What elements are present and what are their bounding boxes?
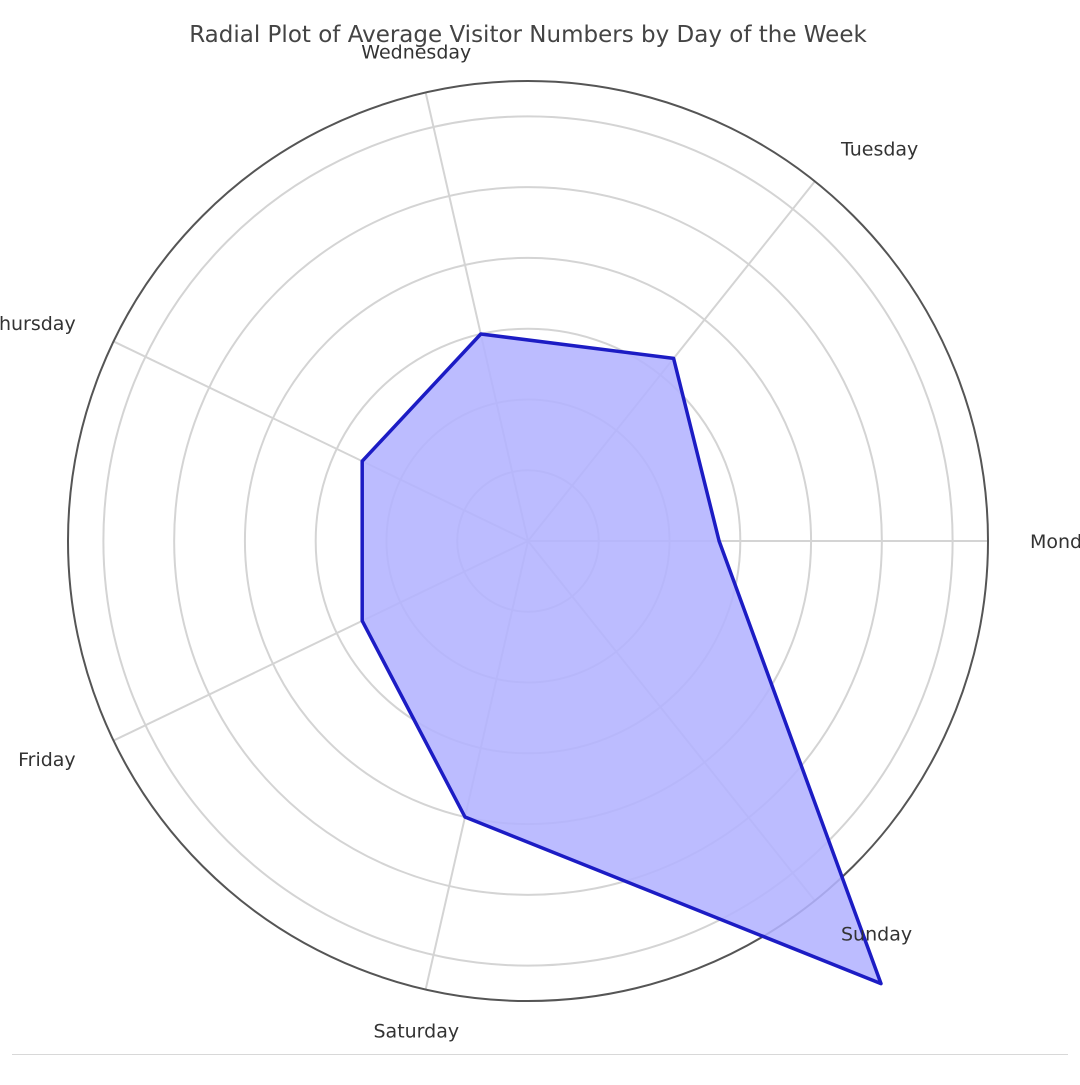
category-labels: Monday Tuesday Wednesday Thursday Friday Satu… (0, 42, 1080, 1043)
outer-ring (67, 80, 989, 1002)
category-label-tuesday: Tuesday (840, 139, 918, 161)
data-point-thursday (360, 459, 364, 463)
data-point-sunday (879, 982, 883, 986)
series-area (362, 334, 881, 984)
series-layer (360, 332, 883, 986)
category-label-saturday: Saturday (373, 1020, 459, 1042)
series-line (360, 332, 883, 986)
category-label-monday: Monday (1030, 531, 1080, 553)
category-label-wednesday: Wednesday (361, 42, 471, 64)
data-point-tuesday (672, 356, 676, 360)
data-point-monday (717, 539, 721, 543)
data-point-wednesday (479, 332, 483, 336)
category-label-friday: Friday (18, 749, 76, 771)
data-point-saturday (463, 815, 467, 819)
category-label-thursday: Thursday (0, 313, 76, 335)
data-point-friday (360, 619, 364, 623)
chart-title: Radial Plot of Average Visitor Numbers b… (189, 22, 867, 48)
bottom-divider (12, 1054, 1068, 1055)
category-label-sunday: Sunday (841, 924, 912, 946)
